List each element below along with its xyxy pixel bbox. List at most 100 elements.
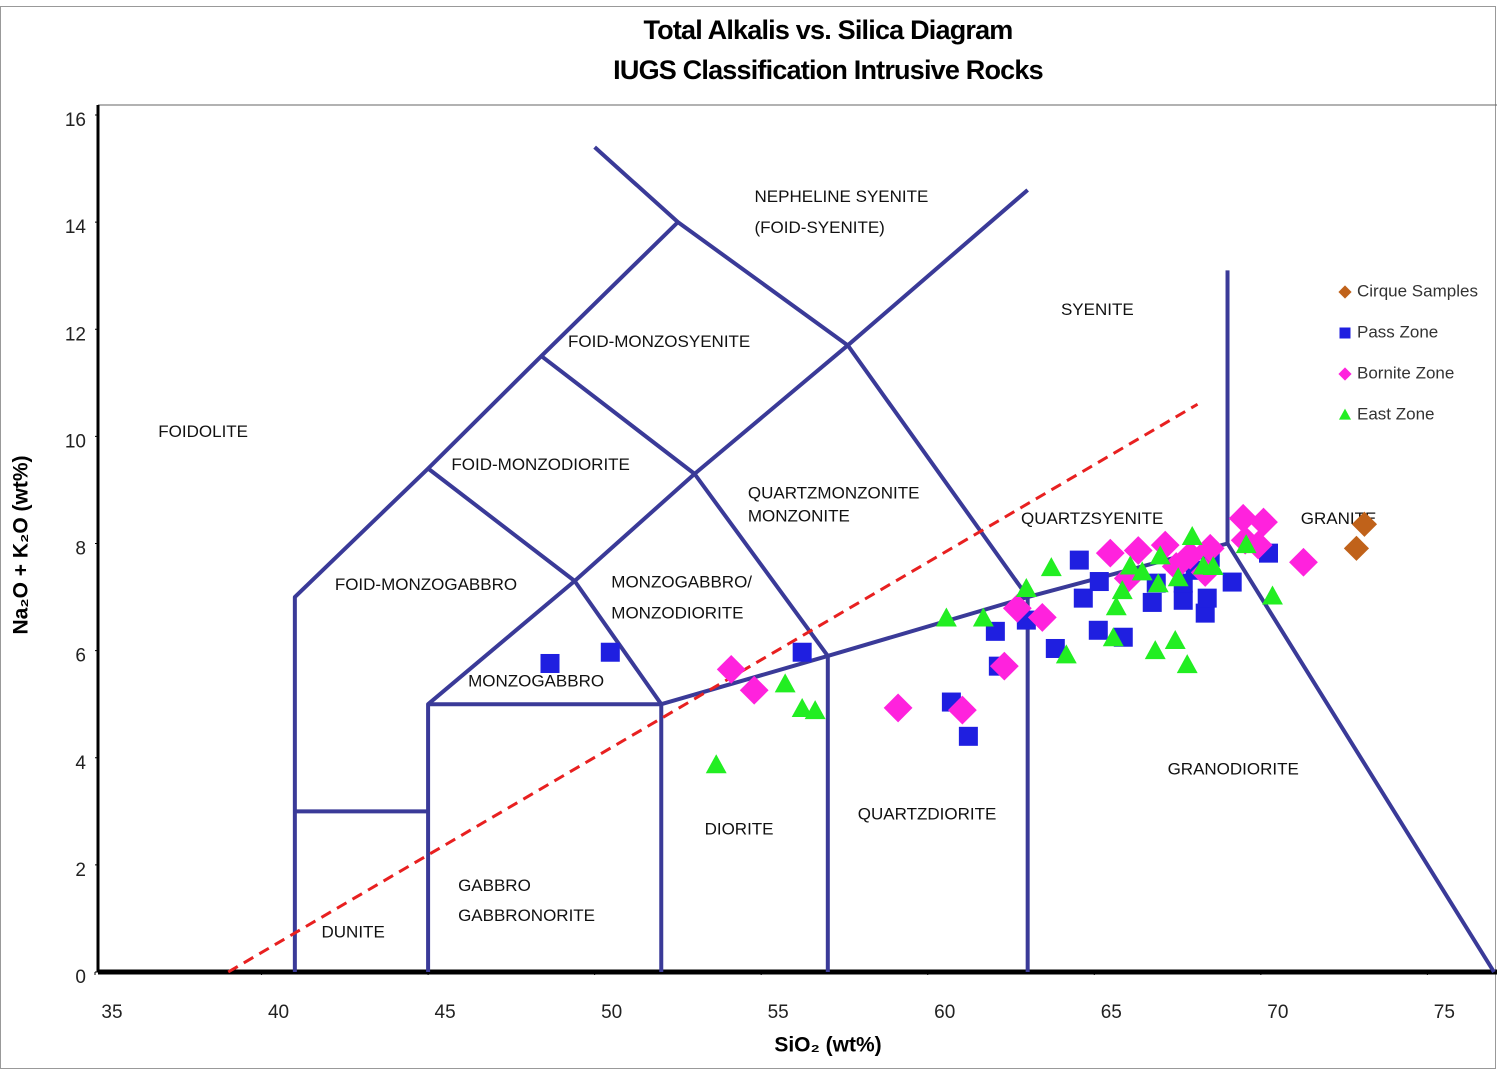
diamond-marker xyxy=(883,693,913,723)
field-label: QUARTZSYENITE xyxy=(1021,509,1163,528)
field-label: NEPHELINE SYENITE xyxy=(755,187,929,206)
field-label: GABBRONORITE xyxy=(458,906,595,925)
square-marker xyxy=(1069,550,1089,570)
diamond-marker xyxy=(947,695,977,725)
square-marker xyxy=(792,642,812,662)
field-label: DUNITE xyxy=(322,922,385,941)
field-label: QUARTZDIORITE xyxy=(858,805,997,824)
field-label: FOID-MONZOSYENITE xyxy=(568,332,750,351)
triangle-marker xyxy=(1147,573,1169,593)
field-label: QUARTZMONZONITE xyxy=(748,484,920,503)
field-label: FOID-MONZOGABBRO xyxy=(335,575,517,594)
y-tick-label: 14 xyxy=(65,217,87,238)
legend-marker xyxy=(1338,285,1352,299)
diamond-marker xyxy=(1195,533,1225,563)
square-marker xyxy=(1222,572,1242,592)
x-tick-label: 40 xyxy=(268,1002,289,1023)
triangle-marker xyxy=(1262,585,1283,605)
diamond-marker xyxy=(1289,547,1318,577)
square-marker xyxy=(1195,603,1215,623)
triangle-marker xyxy=(1181,526,1203,546)
triangle-marker xyxy=(1131,561,1153,581)
x-tick-label: 60 xyxy=(934,1002,955,1023)
square-marker xyxy=(540,653,560,673)
triangle-marker xyxy=(1015,578,1037,598)
x-tick-label: 50 xyxy=(601,1002,622,1023)
legend-label: Pass Zone xyxy=(1357,322,1438,341)
field-label: MONZOGABBRO xyxy=(468,672,604,691)
square-marker xyxy=(600,642,620,662)
x-tick-label: 35 xyxy=(101,1002,122,1023)
triangle-marker xyxy=(1202,556,1224,576)
diamond-marker xyxy=(1249,507,1278,537)
square-marker xyxy=(1173,590,1193,610)
square-marker xyxy=(1089,572,1109,592)
field-label: FOID-MONZODIORITE xyxy=(451,455,629,474)
triangle-marker xyxy=(774,673,796,693)
field-label: (FOID-SYENITE) xyxy=(755,218,885,237)
y-tick-label: 16 xyxy=(65,110,86,131)
triangle-marker xyxy=(1105,596,1127,616)
diamond-marker xyxy=(1161,552,1191,581)
y-tick-label: 8 xyxy=(75,539,86,560)
diamond-marker xyxy=(1243,530,1273,560)
chart-title: Total Alkalis vs. Silica Diagram xyxy=(643,15,1012,45)
y-tick-label: 4 xyxy=(75,753,86,774)
legend-marker xyxy=(1338,367,1352,381)
x-tick-label: 65 xyxy=(1101,1002,1122,1023)
chart-subtitle: IUGS Classification Intrusive Rocks xyxy=(613,55,1043,85)
square-marker xyxy=(1045,638,1065,658)
x-tick-label: 45 xyxy=(435,1002,456,1023)
y-tick-label: 12 xyxy=(65,324,86,345)
legend-label: Cirque Samples xyxy=(1357,281,1478,300)
field-label: SYENITE xyxy=(1061,300,1134,319)
field-label: GABBRO xyxy=(458,876,531,895)
square-marker xyxy=(1073,588,1093,608)
field-label: MONZONITE xyxy=(748,507,850,526)
triangle-marker xyxy=(1149,545,1171,565)
field-label: DIORITE xyxy=(705,820,774,839)
triangle-marker xyxy=(935,607,957,627)
diamond-marker xyxy=(739,675,769,705)
diamond-marker xyxy=(716,654,746,684)
y-axis-title: Na₂O + K₂O (wt%) xyxy=(10,455,33,634)
triangle-marker xyxy=(1111,580,1133,600)
square-marker xyxy=(985,621,1005,641)
triangle-marker xyxy=(1164,629,1186,649)
triangle-marker xyxy=(1102,627,1124,647)
field-boundary xyxy=(428,541,1496,974)
square-marker xyxy=(1088,620,1108,640)
diamond-marker xyxy=(989,651,1019,681)
x-tick-label: 70 xyxy=(1267,1002,1288,1023)
diamond-marker xyxy=(1228,503,1258,533)
alkaline-divider xyxy=(227,402,1199,974)
x-tick-label: 55 xyxy=(768,1002,789,1023)
field-boundary xyxy=(593,145,1030,599)
diamond-marker xyxy=(1095,538,1125,568)
legend-label: East Zone xyxy=(1357,404,1435,423)
diamond-marker xyxy=(1150,530,1180,560)
square-marker xyxy=(958,726,978,746)
diamond-marker xyxy=(1123,536,1153,565)
diamond-marker xyxy=(1343,535,1370,561)
field-label: GRANODIORITE xyxy=(1168,760,1299,779)
triangle-marker xyxy=(1167,567,1189,587)
field-boundary xyxy=(426,466,664,972)
y-tick-label: 10 xyxy=(65,431,86,452)
y-tick-label: 0 xyxy=(75,967,86,988)
square-marker xyxy=(1197,588,1217,608)
chart-frame xyxy=(0,6,1496,1069)
field-boundary xyxy=(426,188,1029,972)
field-boundary xyxy=(540,354,830,972)
triangle-marker xyxy=(1235,534,1257,554)
triangle-marker xyxy=(1055,644,1077,664)
triangle-marker xyxy=(1119,555,1141,575)
field-label: MONZOGABBRO/ xyxy=(611,573,752,592)
y-tick-label: 6 xyxy=(75,646,86,667)
diamond-marker xyxy=(1027,603,1057,632)
y-tick-label: 2 xyxy=(75,860,86,881)
field-label: MONZODIORITE xyxy=(611,604,743,623)
field-label: FOIDOLITE xyxy=(158,422,248,441)
legend-label: Bornite Zone xyxy=(1357,363,1454,382)
